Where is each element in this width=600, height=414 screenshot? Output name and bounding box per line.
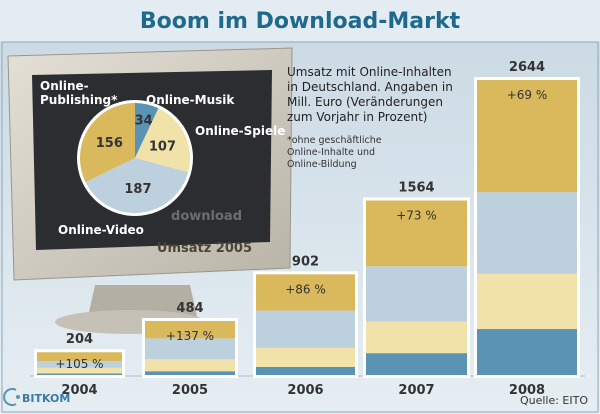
bar-segment-music bbox=[366, 353, 467, 375]
footnote-line: *ohne geschäftliche bbox=[287, 135, 382, 146]
pie-value-music: 34 bbox=[135, 113, 153, 128]
description-line: in Deutschland. Angaben in bbox=[287, 80, 453, 94]
pie-slice-music bbox=[135, 103, 159, 158]
pie-slice-publishing bbox=[80, 103, 135, 183]
bar-2006: 902 +86 % 2006 bbox=[253, 254, 358, 398]
bar-change-label: +86 % bbox=[285, 282, 326, 296]
description-line: Mill. Euro (Veränderungen bbox=[287, 95, 443, 109]
x-tick-label: 2006 bbox=[287, 383, 323, 398]
bar-total-label: 204 bbox=[66, 332, 93, 347]
bar-segment-games bbox=[256, 347, 355, 367]
bar-change-label: +137 % bbox=[166, 329, 214, 343]
x-tick-label: 2007 bbox=[398, 383, 434, 398]
bar-2004: 204 +105 % 2004 bbox=[34, 332, 125, 398]
pie-label-publishing-line1: Online- bbox=[40, 79, 89, 93]
bar-segment-video bbox=[37, 361, 122, 368]
pie-value-video: 187 bbox=[124, 182, 151, 197]
footnote-line: Online-Bildung bbox=[287, 159, 357, 170]
bar-total-label: 484 bbox=[176, 301, 203, 316]
pie-value-games: 107 bbox=[149, 139, 176, 154]
logo-text: BITKOM bbox=[22, 392, 70, 405]
bar-segment-games bbox=[477, 273, 577, 330]
bar-segment-publishing bbox=[477, 80, 577, 193]
bar-segment-publishing bbox=[256, 274, 355, 311]
bar-total-label: 902 bbox=[292, 254, 319, 269]
pie-slice-games bbox=[135, 108, 190, 173]
stacked-bar-chart: 204 +105 % 2004 484 +137 % 2005 902 +86 % 2006 15… bbox=[30, 60, 585, 398]
bar-segment-video bbox=[477, 192, 577, 274]
pie-value-publishing: 156 bbox=[96, 136, 123, 151]
bar-segment-games bbox=[145, 359, 235, 372]
bar-segment-video bbox=[366, 266, 467, 322]
bar-segment-publishing bbox=[37, 352, 122, 362]
bar-segment-publishing bbox=[145, 320, 235, 339]
screen-watermark: download bbox=[171, 209, 242, 224]
x-tick-label: 2008 bbox=[509, 383, 545, 398]
pie-label-publishing: Publishing* bbox=[40, 93, 118, 107]
bar-change-label: +69 % bbox=[507, 88, 548, 102]
bar-segment-music bbox=[145, 371, 235, 375]
x-tick-label: 2004 bbox=[61, 383, 97, 398]
bar-segment-games bbox=[37, 367, 122, 374]
bar-2007: 1564 +73 % 2007 bbox=[363, 180, 470, 398]
pie-slice-video bbox=[85, 158, 189, 213]
bar-total-label: 1564 bbox=[398, 180, 434, 195]
title-bar bbox=[0, 0, 600, 42]
description-line: Umsatz mit Online-Inhalten bbox=[287, 65, 452, 79]
bar-change-label: +73 % bbox=[396, 208, 437, 222]
bar-segment-games bbox=[366, 321, 467, 354]
pie-chart: 34 107 187 156 bbox=[77, 100, 193, 216]
bar-total-label: 2644 bbox=[509, 60, 545, 75]
source-label: Quelle: EITO bbox=[520, 394, 588, 407]
footnote-line: Online-Inhalte und bbox=[287, 147, 375, 158]
pie-label-video: Online-Video bbox=[58, 223, 144, 237]
pie-label-music: Online-Musik bbox=[146, 93, 235, 107]
bar-segment-publishing bbox=[366, 200, 467, 267]
pie-label-games: Online-Spiele bbox=[195, 124, 285, 138]
pie-title: Umsatz 2005 bbox=[157, 241, 252, 256]
x-tick-label: 2005 bbox=[172, 383, 208, 398]
bar-segment-music bbox=[477, 329, 577, 375]
bar-change-label: +105 % bbox=[55, 357, 103, 371]
bitkom-logo: BITKOM bbox=[3, 388, 70, 406]
bar-2008: 2644 +69 % 2008 bbox=[474, 60, 580, 398]
chart-title: Boom im Download-Markt bbox=[140, 9, 461, 34]
bar-segment-video bbox=[256, 310, 355, 348]
bar-2005: 484 +137 % 2005 bbox=[142, 301, 238, 398]
panel-border bbox=[1, 41, 599, 413]
description-line: zum Vorjahr in Prozent) bbox=[287, 110, 427, 124]
bar-segment-video bbox=[145, 338, 235, 360]
bar-segment-music bbox=[37, 373, 122, 375]
bar-segment-music bbox=[256, 366, 355, 375]
